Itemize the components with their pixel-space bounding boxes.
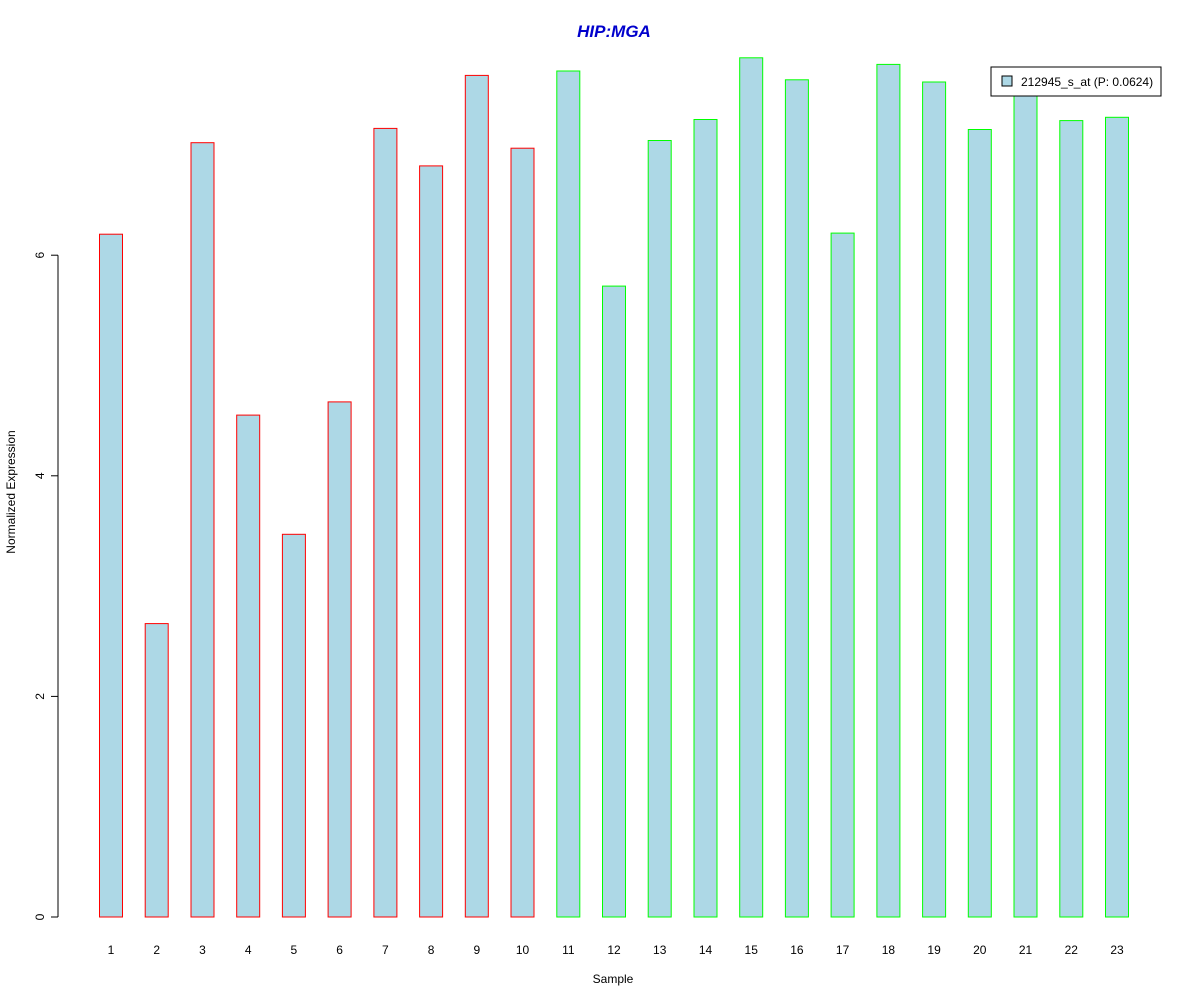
y-tick-label: 6 — [33, 252, 47, 259]
bar-sample-2 — [144, 623, 169, 918]
x-tick-label: 16 — [790, 943, 804, 957]
x-tick-label: 13 — [653, 943, 667, 957]
y-tick-label: 2 — [33, 693, 47, 700]
x-tick-label: 8 — [428, 943, 435, 957]
legend-box — [990, 66, 1162, 97]
x-tick-label: 1 — [108, 943, 115, 957]
bar-sample-11 — [556, 70, 581, 918]
x-tick-label: 22 — [1065, 943, 1079, 957]
bar-sample-6 — [327, 401, 352, 918]
bar-sample-5 — [281, 533, 306, 918]
y-axis: 0 2 4 6 — [33, 252, 59, 920]
x-tick-label: 21 — [1019, 943, 1033, 957]
legend-label: 212945_s_at (P: 0.0624) — [1021, 75, 1153, 89]
x-tick-label: 15 — [745, 943, 759, 957]
x-tick-label: 11 — [562, 943, 575, 957]
bar-sample-3 — [190, 142, 215, 918]
x-tick-labels: 1 2 3 4 5 6 7 8 9 10 11 12 13 14 15 16 17 18 19 20 21 22 23 — [108, 943, 1124, 957]
x-tick-label: 6 — [336, 943, 343, 957]
legend-swatch — [1001, 75, 1013, 87]
bar-sample-1 — [99, 233, 123, 918]
x-tick-label: 7 — [382, 943, 389, 957]
bar-sample-19 — [922, 81, 947, 918]
x-tick-label: 2 — [153, 943, 160, 957]
bar-sample-18 — [876, 63, 901, 918]
bars-group — [99, 57, 1129, 918]
x-tick-label: 20 — [973, 943, 987, 957]
bar-sample-20 — [967, 129, 992, 918]
bar-sample-8 — [419, 165, 444, 918]
x-tick-label: 12 — [607, 943, 621, 957]
x-tick-label: 4 — [245, 943, 252, 957]
y-axis-label: Normalized Expression — [4, 430, 18, 553]
y-tick-label: 4 — [33, 472, 47, 479]
bar-sample-9 — [464, 74, 489, 918]
y-tick-label: 0 — [33, 913, 47, 920]
x-tick-label: 17 — [836, 943, 850, 957]
bar-sample-16 — [784, 79, 809, 918]
x-tick-label: 23 — [1110, 943, 1124, 957]
bar-sample-22 — [1059, 120, 1084, 918]
x-tick-label: 3 — [199, 943, 206, 957]
bar-sample-13 — [647, 140, 672, 918]
bar-sample-10 — [510, 147, 535, 918]
x-tick-label: 5 — [291, 943, 298, 957]
bar-sample-4 — [236, 414, 261, 918]
x-axis-label: Sample — [593, 972, 634, 986]
x-tick-label: 18 — [882, 943, 896, 957]
bar-sample-17 — [830, 232, 855, 918]
x-tick-label: 19 — [927, 943, 941, 957]
bar-sample-21 — [1013, 94, 1038, 918]
bar-sample-14 — [693, 119, 718, 918]
chart-title: HIP:MGA — [577, 22, 651, 41]
legend: 212945_s_at (P: 0.0624) — [990, 66, 1162, 97]
bar-sample-12 — [602, 285, 626, 918]
x-tick-label: 9 — [473, 943, 480, 957]
x-tick-label: 10 — [516, 943, 530, 957]
bar-sample-7 — [373, 127, 398, 918]
bar-sample-15 — [739, 57, 764, 918]
x-tick-label: 14 — [699, 943, 713, 957]
bar-sample-23 — [1105, 116, 1129, 918]
